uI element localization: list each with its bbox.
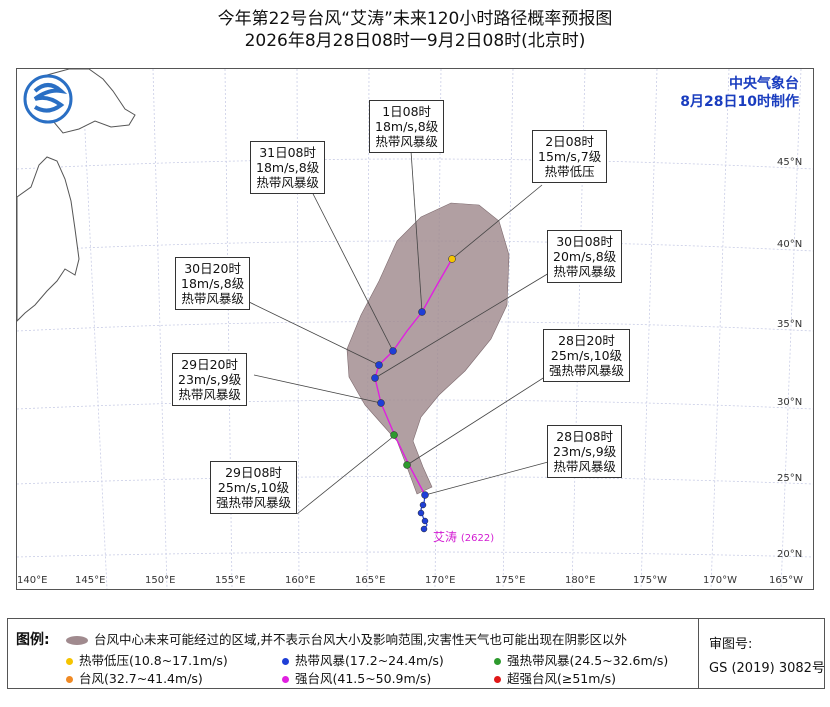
- point-time: 28日20时: [558, 333, 615, 348]
- legend-item: 强热带风暴(24.5~32.6m/s): [494, 650, 668, 669]
- point-time: 30日20时: [184, 261, 242, 276]
- dot-icon: [282, 676, 289, 683]
- point-wind: 15m/s,7级: [538, 149, 602, 164]
- point-level: 热带低压: [544, 164, 595, 179]
- legend-item: 强台风(41.5~50.9m/s): [282, 668, 431, 687]
- issuer-time: 8月28日10时制作: [680, 94, 799, 110]
- legend-cone-text: 台风中心未来可能经过的区域,并不表示台风大小及影响范围,灾害性天气也可能出现在阴…: [94, 632, 627, 647]
- x-label-145e: 145°E: [75, 575, 106, 586]
- point-time: 29日08时: [225, 465, 282, 480]
- legend-item: 热带低压(10.8~17.1m/s): [66, 650, 228, 669]
- point-level: 热带风暴级: [375, 134, 438, 149]
- forecast-map: 中央气象台 8月28日10时制作 28日08时 23m/s,9级 热带风暴级 2…: [16, 68, 814, 590]
- label-29d08: 29日08时 25m/s,10级 强热带风暴级: [210, 461, 298, 514]
- point-level: 强热带风暴级: [216, 495, 292, 510]
- japan-land: [17, 69, 136, 322]
- label-28d20: 28日20时 25m/s,10级 强热带风暴级: [543, 329, 631, 382]
- label-30d20: 30日20时 18m/s,8级 热带风暴级: [175, 257, 251, 310]
- y-label-30n: 30°N: [777, 397, 803, 408]
- legend-item-label: 强台风(41.5~50.9m/s): [295, 671, 432, 686]
- y-label-35n: 35°N: [777, 319, 803, 330]
- review-block: 审图号: GS (2019) 3082号: [698, 619, 825, 688]
- map-canvas: [17, 69, 813, 589]
- label-1d08: 1日08时 18m/s,8级 热带风暴级: [369, 100, 445, 153]
- x-label-175w: 175°W: [633, 575, 667, 586]
- point-time: 2日08时: [545, 134, 595, 149]
- label-30d08: 30日08时 20m/s,8级 热带风暴级: [547, 230, 623, 283]
- review-label: 审图号:: [709, 637, 753, 652]
- point-time: 29日20时: [181, 357, 239, 372]
- legend-item-label: 强热带风暴(24.5~32.6m/s): [507, 653, 669, 668]
- legend: 图例: 台风中心未来可能经过的区域,并不表示台风大小及影响范围,灾害性天气也可能…: [7, 618, 825, 689]
- x-label-170w: 170°W: [703, 575, 737, 586]
- point-wind: 18m/s,8级: [181, 276, 245, 291]
- review-code: GS (2019) 3082号: [709, 661, 825, 676]
- legend-item-label: 热带低压(10.8~17.1m/s): [79, 653, 228, 668]
- point-level: 热带风暴级: [178, 387, 241, 402]
- x-label-160e: 160°E: [285, 575, 316, 586]
- x-label-180e: 180°E: [565, 575, 596, 586]
- point-wind: 18m/s,8级: [256, 160, 320, 175]
- point-level: 热带风暴级: [553, 459, 616, 474]
- x-label-170e: 170°E: [425, 575, 456, 586]
- map-title: 今年第22号台风“艾涛”未来120小时路径概率预报图: [217, 9, 613, 29]
- point-level: 热带风暴级: [256, 175, 319, 190]
- typhoon-code: (2622): [460, 533, 495, 544]
- point-wind: 23m/s,9级: [178, 372, 242, 387]
- x-label-155e: 155°E: [215, 575, 246, 586]
- legend-item-label: 台风(32.7~41.4m/s): [79, 671, 203, 686]
- point-level: 热带风暴级: [181, 291, 244, 306]
- cma-logo: [23, 74, 73, 124]
- dot-icon: [494, 658, 501, 665]
- y-label-45n: 45°N: [777, 157, 803, 168]
- legend-cone-item: 台风中心未来可能经过的区域,并不表示台风大小及影响范围,灾害性天气也可能出现在阴…: [66, 629, 627, 648]
- legend-title: 图例:: [16, 632, 50, 648]
- point-time: 28日08时: [556, 429, 614, 444]
- dot-icon: [66, 658, 73, 665]
- legend-item: 台风(32.7~41.4m/s): [66, 668, 203, 687]
- typhoon-name-label: 艾涛 (2622): [433, 528, 494, 545]
- legend-item-label: 超强台风(≥51m/s): [507, 671, 617, 686]
- map-subtitle: 2026年8月28日08时一9月2日08时(北京时): [244, 31, 586, 51]
- point-wind: 25m/s,10级: [217, 480, 290, 495]
- dot-icon: [66, 676, 73, 683]
- point-wind: 18m/s,8级: [375, 119, 439, 134]
- legend-item: 热带风暴(17.2~24.4m/s): [282, 650, 444, 669]
- label-31d08: 31日08时 18m/s,8级 热带风暴级: [250, 141, 326, 194]
- x-label-165w: 165°W: [769, 575, 803, 586]
- x-label-150e: 150°E: [145, 575, 176, 586]
- point-wind: 20m/s,8级: [553, 249, 617, 264]
- x-label-165e: 165°E: [355, 575, 386, 586]
- typhoon-name: 艾涛: [433, 530, 458, 544]
- x-label-140e: 140°E: [17, 575, 48, 586]
- probability-cone: [346, 202, 510, 495]
- dot-icon: [282, 658, 289, 665]
- issuer-name: 中央气象台: [729, 76, 799, 92]
- y-label-25n: 25°N: [777, 473, 803, 484]
- y-label-20n: 20°N: [777, 549, 803, 560]
- point-level: 热带风暴级: [553, 264, 616, 279]
- point-time: 31日08时: [259, 145, 317, 160]
- label-29d20: 29日20时 23m/s,9级 热带风暴级: [172, 353, 248, 406]
- point-wind: 25m/s,10级: [550, 348, 623, 363]
- point-time: 1日08时: [382, 104, 432, 119]
- point-wind: 23m/s,9级: [553, 444, 617, 459]
- point-time: 30日08时: [556, 234, 614, 249]
- issuer-block: 中央气象台 8月28日10时制作: [680, 75, 799, 111]
- label-2d08: 2日08时 15m/s,7级 热带低压: [532, 130, 608, 183]
- cone-swatch-icon: [66, 636, 88, 645]
- legend-item-label: 热带风暴(17.2~24.4m/s): [295, 653, 444, 668]
- legend-item: 超强台风(≥51m/s): [494, 668, 616, 687]
- label-28d08: 28日08时 23m/s,9级 热带风暴级: [547, 425, 623, 478]
- point-level: 强热带风暴级: [549, 363, 625, 378]
- x-label-175e: 175°E: [495, 575, 526, 586]
- dot-icon: [494, 676, 501, 683]
- y-label-40n: 40°N: [777, 239, 803, 250]
